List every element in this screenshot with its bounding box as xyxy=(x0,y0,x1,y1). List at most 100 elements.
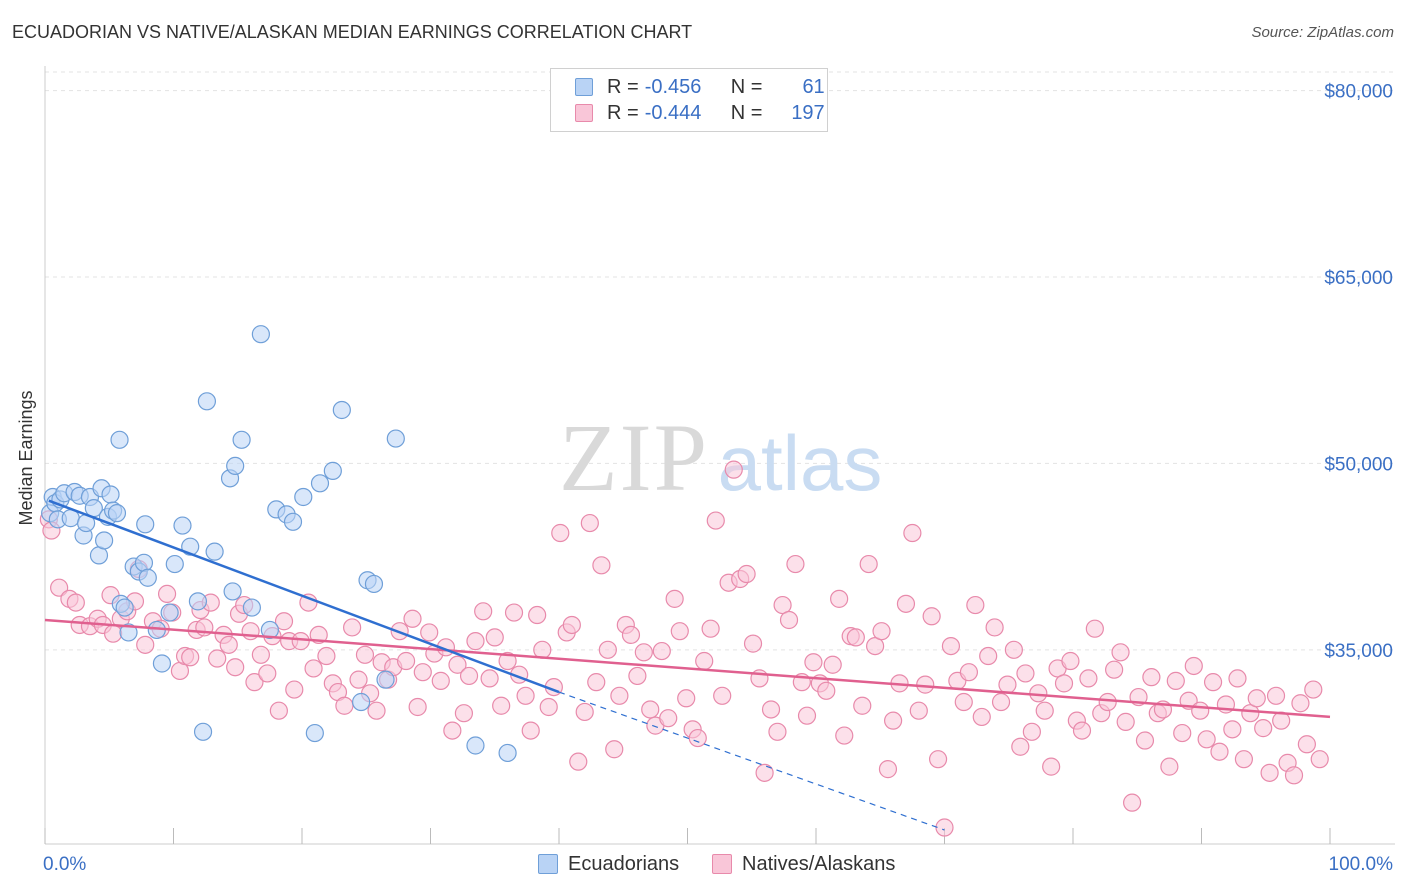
ecuadorians-legend-label: Ecuadorians xyxy=(568,852,680,875)
natives-point xyxy=(1072,721,1092,740)
y-axis-label: Median Earnings xyxy=(16,390,36,525)
natives-point xyxy=(1004,640,1023,659)
n-label: N = xyxy=(730,75,763,98)
y-tick-label: $50,000 xyxy=(1324,454,1393,475)
natives-point xyxy=(1011,737,1030,756)
ecuadorians-point xyxy=(107,504,127,523)
r-label: R = xyxy=(607,101,639,124)
natives-point xyxy=(157,584,177,604)
ecuadorians-point xyxy=(101,485,120,504)
natives-point xyxy=(972,707,991,727)
ecuadorians-point xyxy=(152,654,172,673)
natives-point xyxy=(1160,757,1179,776)
natives-point xyxy=(670,622,689,641)
ecuadorians-point xyxy=(294,487,313,507)
ecuadorians-point xyxy=(173,516,192,535)
x-tick-label: 100.0% xyxy=(1329,854,1394,875)
natives-point xyxy=(396,651,416,671)
natives-point xyxy=(1191,701,1210,720)
n-value-natives: 197 xyxy=(791,101,825,124)
natives-point xyxy=(551,523,570,543)
ecuadorians-point xyxy=(136,515,155,534)
natives-point xyxy=(349,670,368,689)
natives-point xyxy=(1284,766,1304,785)
natives-point xyxy=(219,635,238,654)
natives-point xyxy=(431,671,450,690)
ecuadorians-point xyxy=(197,392,217,411)
natives-point xyxy=(226,658,245,677)
natives-point xyxy=(343,618,362,637)
ecuadorians-point xyxy=(119,623,138,642)
natives-point xyxy=(528,605,547,625)
natives-point xyxy=(66,593,85,612)
ecuadorians-point xyxy=(251,325,270,344)
natives-point xyxy=(817,681,836,700)
r-value-natives: -0.444 xyxy=(644,101,702,124)
ecuadorians-trend-extension xyxy=(558,691,945,831)
natives-point xyxy=(695,651,714,671)
natives-point xyxy=(779,610,799,630)
natives-point xyxy=(533,640,552,659)
natives-point xyxy=(562,615,581,635)
ecuadorians-point xyxy=(323,461,342,480)
natives-point xyxy=(1297,735,1316,754)
ecuadorians-point xyxy=(115,598,134,617)
natives-point xyxy=(1142,668,1161,687)
natives-point xyxy=(516,686,535,705)
natives-point xyxy=(959,663,979,682)
natives-point xyxy=(659,709,678,728)
grid-lines xyxy=(45,71,1395,651)
natives-point xyxy=(941,636,961,656)
natives-point xyxy=(408,697,427,717)
natives-point xyxy=(922,607,941,626)
natives-point xyxy=(835,726,854,745)
natives-point xyxy=(998,675,1017,694)
axes xyxy=(44,66,1395,845)
natives-point xyxy=(954,692,973,712)
natives-point xyxy=(136,635,155,654)
natives-point xyxy=(1135,731,1155,750)
n-value-ecuadorians: 61 xyxy=(802,75,825,98)
legend-row-natives: R = -0.444 N = 197 xyxy=(575,101,825,125)
natives-point xyxy=(761,700,781,719)
watermark-zip: ZIP xyxy=(559,404,709,511)
ecuadorians-point xyxy=(305,723,324,743)
natives-point xyxy=(575,702,594,722)
natives-point xyxy=(1260,763,1279,782)
natives-point xyxy=(935,818,954,837)
ecuadorians-point xyxy=(283,512,303,531)
natives-point xyxy=(634,643,653,662)
natives-point xyxy=(985,618,1004,637)
natives-point xyxy=(1173,723,1192,743)
n-label: N = xyxy=(730,101,763,124)
legend-row-ecuadorians: R = -0.456 N = 61 xyxy=(575,75,825,99)
ecuadorians-point xyxy=(223,582,242,601)
stats-legend: R = -0.456 N = 61 R = -0.444 N = 197 xyxy=(550,68,828,132)
natives-point xyxy=(1042,757,1061,776)
natives-point xyxy=(713,686,732,705)
natives-point xyxy=(504,603,524,622)
ecuadorians-point xyxy=(376,670,395,689)
natives-point xyxy=(853,696,872,715)
ecuadorians-point xyxy=(498,743,517,763)
natives-legend-label: Natives/Alaskans xyxy=(742,852,896,875)
natives-point xyxy=(367,701,386,720)
natives-point xyxy=(1228,669,1247,688)
natives-point xyxy=(628,666,647,686)
natives-point xyxy=(1247,689,1266,708)
natives-point xyxy=(1223,720,1242,739)
natives-point xyxy=(285,680,304,699)
natives-point xyxy=(928,750,948,769)
ecuadorians-point xyxy=(232,430,251,449)
natives-point xyxy=(755,763,774,782)
natives-point xyxy=(454,704,474,723)
natives-point xyxy=(830,589,849,608)
natives-point xyxy=(1022,722,1041,741)
natives-point xyxy=(587,673,606,692)
natives-point xyxy=(403,609,422,628)
natives-point xyxy=(823,655,842,674)
natives-point xyxy=(420,623,439,642)
natives-points xyxy=(39,460,1329,837)
natives-point xyxy=(605,740,624,759)
